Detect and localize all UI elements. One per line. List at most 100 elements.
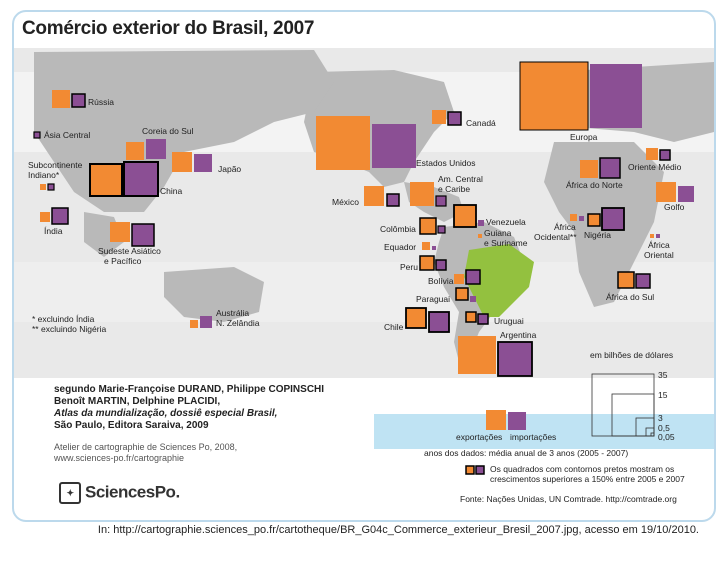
colombia-exports [419, 217, 437, 235]
label-eua: Estados Unidos [416, 158, 476, 168]
venezuela-exports [453, 204, 477, 228]
label-chile: Chile [384, 322, 404, 332]
paraguai-exports [455, 287, 469, 301]
australia-exports [190, 320, 198, 328]
label-europa: Europa [570, 132, 598, 142]
label-guiana: Guiana [484, 228, 512, 238]
legend-scale-35: 35 [658, 370, 668, 380]
subcontinente-exports [40, 184, 46, 190]
africa-oriental-imports [656, 234, 660, 238]
map-frame: Rússia Ásia Central Coreia do Sul Subcon… [12, 10, 716, 522]
africa-norte-imports [599, 157, 621, 179]
india-exports [40, 212, 50, 222]
note-india: * excluindo Índia [32, 314, 95, 324]
label-africa-ocidental-2: Ocidental** [534, 232, 577, 242]
label-africa-norte: África do Norte [566, 180, 623, 190]
peru-imports [435, 259, 447, 271]
label-china: China [160, 186, 182, 196]
atelier-line-1: Atelier de cartographie de Sciences Po, … [54, 442, 238, 452]
uruguai-imports [477, 313, 489, 325]
nigeria-imports [601, 207, 625, 231]
china-imports [123, 161, 159, 197]
subcontinente-imports [47, 183, 55, 191]
mexico-exports [364, 186, 384, 206]
source-footer: In: http://cartographie.sciences_po.fr/c… [97, 524, 699, 536]
credits-line-2: Benoît MARTIN, Delphine PLACIDI, [54, 396, 221, 407]
credits-line-1: segundo Marie-Françoise DURAND, Philippe… [54, 384, 325, 395]
label-amcentral-2: e Caribe [438, 184, 470, 194]
label-russia: Rússia [88, 97, 114, 107]
label-argentina: Argentina [500, 330, 537, 340]
japao-exports [172, 152, 192, 172]
guiana-exports [478, 234, 482, 238]
legend-unit: em bilhões de dólares [590, 350, 673, 360]
label-venezuela: Venezuela [486, 217, 526, 227]
canada-exports [432, 110, 446, 124]
label-japao: Japão [218, 164, 241, 174]
africa-sul-imports [635, 273, 651, 289]
argentina-imports [497, 341, 533, 377]
note-nigeria: ** excluindo Nigéria [32, 324, 106, 334]
coreia-exports [126, 142, 144, 160]
legend-scale-3: 3 [658, 413, 663, 423]
oriente-medio-imports [659, 149, 671, 161]
golfo-imports [678, 186, 694, 202]
argentina-exports [458, 336, 496, 374]
label-amcentral: Am. Central [438, 174, 483, 184]
venezuela-imports [478, 220, 484, 226]
canada-imports [447, 111, 462, 126]
legend-source: Fonte: Nações Unidas, UN Comtrade. http:… [460, 494, 677, 504]
world-map: Rússia Ásia Central Coreia do Sul Subcon… [14, 48, 714, 504]
mexico-imports [386, 193, 400, 207]
logo-text: SciencesPo. [85, 482, 180, 502]
paraguai-imports [470, 296, 476, 302]
bolivia-exports [454, 274, 464, 284]
label-sudeste: Sudeste Asiático [98, 246, 161, 256]
label-bolivia: Bolívia [428, 276, 454, 286]
australia-imports [200, 316, 212, 328]
sudeste-imports [131, 223, 155, 247]
india-imports [51, 207, 69, 225]
colombia-imports [437, 225, 446, 234]
label-subcontinente-2: Indiano* [28, 170, 60, 180]
label-suriname: e Suriname [484, 238, 528, 248]
am-central-imports [435, 195, 447, 207]
label-africa-oriental: África [648, 240, 670, 250]
china-exports [89, 163, 123, 197]
label-coreia: Coreia do Sul [142, 126, 194, 136]
label-oriente-medio: Oriente Médio [628, 162, 682, 172]
legend-highlight-note-1: Os quadrados com contornos pretos mostra… [490, 464, 674, 474]
label-india: Índia [44, 226, 63, 236]
bolivia-imports [465, 269, 481, 285]
africa-sul-exports [617, 271, 635, 289]
africa-norte-exports [580, 160, 598, 178]
label-paraguai: Paraguai [416, 294, 450, 304]
seal-icon: ✦ [59, 482, 81, 504]
am-central-exports [410, 182, 434, 206]
label-asia-central: Ásia Central [44, 130, 90, 140]
label-equador: Equador [384, 242, 416, 252]
label-peru: Peru [400, 262, 418, 272]
chile-imports [428, 311, 450, 333]
label-nigeria: Nigéria [584, 230, 611, 240]
legend-imports-square [508, 412, 526, 430]
legend-highlight-exports [465, 465, 475, 475]
size-scale [591, 373, 655, 437]
legend-scale-05: 0,5 [658, 423, 670, 433]
trade-squares [33, 61, 694, 475]
label-australia: Austrália [216, 308, 249, 318]
label-mexico: México [332, 197, 359, 207]
label-africa-oriental-2: Oriental [644, 250, 674, 260]
credits-line-3: Atlas da mundialização, dossiê especial … [54, 408, 278, 419]
legend-exports-square [486, 410, 506, 430]
label-sudeste-2: e Pacífico [104, 256, 142, 266]
russia-imports [71, 93, 86, 108]
brazil-shape [464, 244, 534, 317]
sciencespo-logo: ✦ SciencesPo. [59, 482, 180, 504]
label-subcontinente: Subcontinente [28, 160, 83, 170]
eua-imports [372, 124, 416, 168]
africa-ocidental-exports [570, 214, 577, 221]
legend-imports-label: importações [510, 432, 556, 442]
legend-scale-15: 15 [658, 390, 668, 400]
atelier-block: Atelier de cartographie de Sciences Po, … [54, 442, 237, 464]
